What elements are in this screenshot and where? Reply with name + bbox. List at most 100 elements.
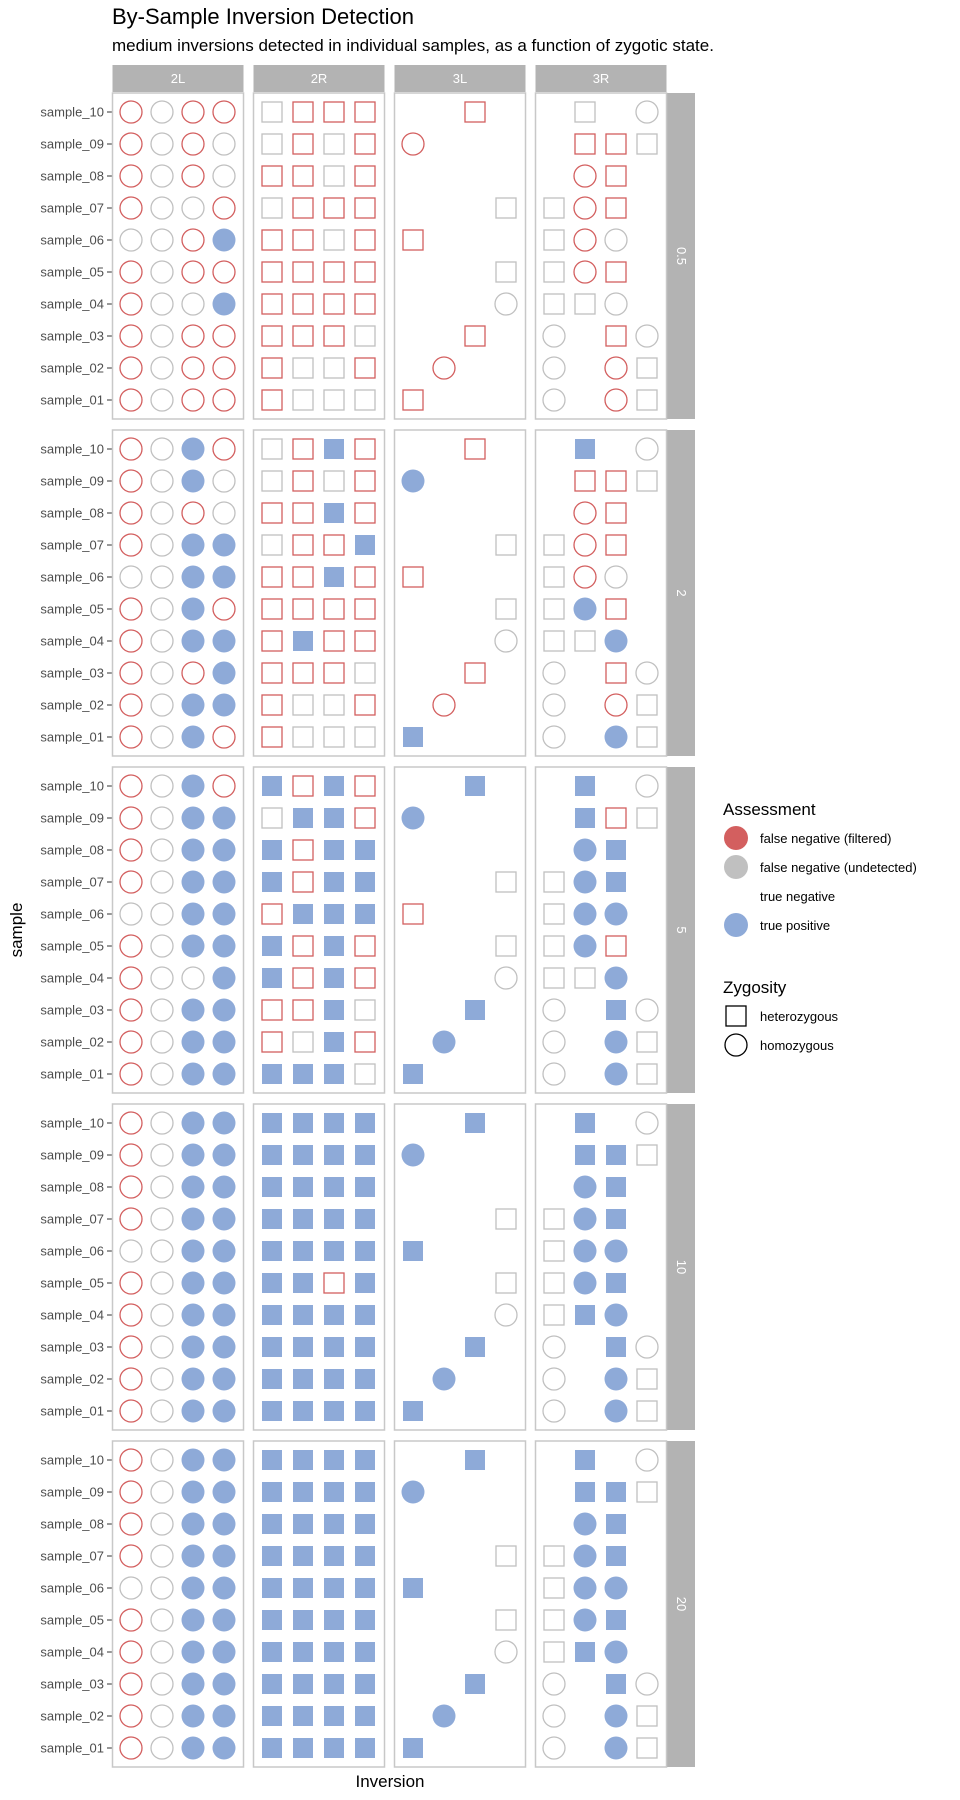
row-strip-5 <box>666 767 695 1093</box>
mark-heterozygous-fnu <box>323 694 345 716</box>
mark-heterozygous-tp <box>262 1674 282 1694</box>
mark-homozygous-tp <box>573 1271 597 1295</box>
mark-homozygous-fnf <box>119 164 143 188</box>
mark-heterozygous-fnf <box>354 775 376 797</box>
mark-heterozygous-fnu <box>636 1400 658 1422</box>
mark-heterozygous-fnf <box>574 470 596 492</box>
mark-heterozygous-fnu <box>323 389 345 411</box>
mark-homozygous-tp <box>212 228 236 252</box>
mark-homozygous-fnf <box>119 1367 143 1391</box>
mark-homozygous-fnu <box>542 1399 566 1423</box>
y-tick-label: sample_08 <box>40 169 104 184</box>
mark-heterozygous-fnf <box>605 261 627 283</box>
column-strip-label: 2L <box>171 71 185 86</box>
mark-homozygous-fnf <box>181 228 205 252</box>
mark-heterozygous-fnu <box>261 133 283 155</box>
mark-heterozygous-fnf <box>605 470 627 492</box>
mark-homozygous-tp <box>181 1704 205 1728</box>
mark-heterozygous-fnu <box>495 1609 517 1631</box>
legend-label: heterozygous <box>760 1009 839 1024</box>
mark-heterozygous-fnu <box>574 101 596 123</box>
y-tick-label: sample_04 <box>40 297 104 312</box>
mark-heterozygous-fnu <box>323 357 345 379</box>
mark-homozygous-fnu <box>542 998 566 1022</box>
mark-homozygous-tp <box>181 1736 205 1760</box>
mark-homozygous-tp <box>573 597 597 621</box>
mark-heterozygous-tp <box>465 1113 485 1133</box>
mark-heterozygous-fnf <box>354 470 376 492</box>
mark-heterozygous-tp <box>355 1241 375 1261</box>
mark-homozygous-fnf <box>181 164 205 188</box>
mark-homozygous-fnf <box>119 1399 143 1423</box>
y-tick-label: sample_07 <box>40 875 104 890</box>
mark-heterozygous-fnf <box>605 325 627 347</box>
mark-heterozygous-fnu <box>543 197 565 219</box>
mark-homozygous-tp <box>181 1175 205 1199</box>
mark-homozygous-tp <box>212 1175 236 1199</box>
mark-homozygous-fnu <box>150 1111 174 1135</box>
mark-heterozygous-tp <box>293 1113 313 1133</box>
mark-heterozygous-tp <box>324 840 344 860</box>
mark-heterozygous-fnu <box>543 1577 565 1599</box>
mark-homozygous-fnf <box>119 629 143 653</box>
mark-heterozygous-fnu <box>636 133 658 155</box>
row-strip-label: 5 <box>674 926 689 933</box>
mark-homozygous-tp <box>604 1640 628 1664</box>
mark-homozygous-fnf <box>573 501 597 525</box>
mark-heterozygous-tp <box>355 1610 375 1630</box>
row-strip-label: 2 <box>674 589 689 596</box>
mark-homozygous-tp <box>212 1207 236 1231</box>
mark-homozygous-fnf <box>119 1335 143 1359</box>
mark-heterozygous-fnu <box>354 726 376 748</box>
y-tick-label: sample_01 <box>40 1404 104 1419</box>
mark-homozygous-fnf <box>119 1030 143 1054</box>
mark-homozygous-fnu <box>150 902 174 926</box>
mark-heterozygous-fnf <box>354 197 376 219</box>
mark-homozygous-tp <box>604 966 628 990</box>
y-tick-label: sample_02 <box>40 698 104 713</box>
mark-heterozygous-tp <box>262 1064 282 1084</box>
mark-homozygous-fnu <box>119 1576 143 1600</box>
mark-heterozygous-fnf <box>605 807 627 829</box>
mark-homozygous-tp <box>432 1704 456 1728</box>
mark-homozygous-tp <box>181 934 205 958</box>
mark-homozygous-tp <box>212 1143 236 1167</box>
mark-heterozygous-fnf <box>323 325 345 347</box>
mark-homozygous-fnu <box>150 356 174 380</box>
mark-homozygous-tp <box>212 1367 236 1391</box>
y-tick-label: sample_01 <box>40 1741 104 1756</box>
mark-homozygous-fnu <box>635 774 659 798</box>
mark-homozygous-fnu <box>494 1303 518 1327</box>
mark-homozygous-tp <box>573 838 597 862</box>
mark-heterozygous-fnu <box>354 999 376 1021</box>
y-tick-label: sample_02 <box>40 1372 104 1387</box>
y-tick-label: sample_07 <box>40 538 104 553</box>
mark-heterozygous-fnf <box>261 694 283 716</box>
mark-homozygous-fnu <box>150 1207 174 1231</box>
mark-heterozygous-fnf <box>354 357 376 379</box>
mark-heterozygous-tp <box>465 776 485 796</box>
mark-homozygous-fnu <box>150 966 174 990</box>
mark-homozygous-fnf <box>119 1303 143 1327</box>
mark-heterozygous-fnf <box>323 630 345 652</box>
mark-heterozygous-fnf <box>323 662 345 684</box>
mark-heterozygous-tp <box>293 1337 313 1357</box>
mark-homozygous-tp <box>212 1736 236 1760</box>
mark-homozygous-tp <box>212 1271 236 1295</box>
mark-heterozygous-fnf <box>292 197 314 219</box>
mark-heterozygous-fnf <box>261 165 283 187</box>
y-tick-label: sample_04 <box>40 1308 104 1323</box>
mark-homozygous-fnu <box>604 292 628 316</box>
mark-heterozygous-tp <box>262 1145 282 1165</box>
panel-3R-2 <box>534 429 668 757</box>
mark-homozygous-fnf <box>119 1736 143 1760</box>
mark-homozygous-tp <box>181 806 205 830</box>
mark-heterozygous-fnf <box>261 325 283 347</box>
mark-homozygous-fnu <box>150 1608 174 1632</box>
mark-homozygous-fnf <box>119 196 143 220</box>
mark-heterozygous-tp <box>324 1369 344 1389</box>
mark-homozygous-tp <box>212 870 236 894</box>
mark-heterozygous-tp <box>293 1706 313 1726</box>
mark-heterozygous-tp <box>293 1145 313 1165</box>
mark-heterozygous-tp <box>262 1177 282 1197</box>
